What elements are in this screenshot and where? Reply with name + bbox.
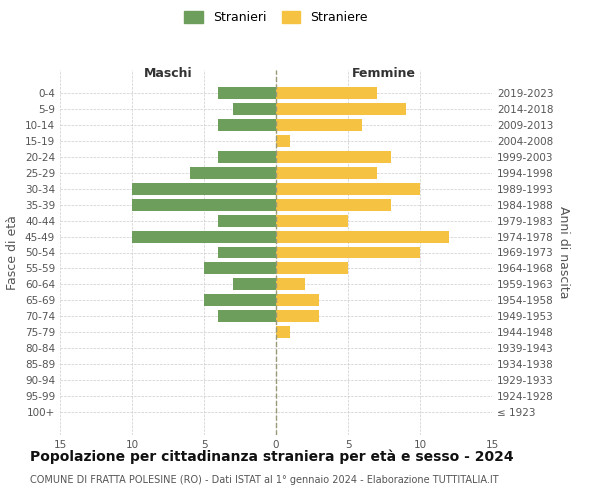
- Y-axis label: Fasce di età: Fasce di età: [7, 215, 19, 290]
- Bar: [276, 230, 449, 242]
- Bar: [276, 118, 362, 130]
- Bar: [218, 246, 276, 258]
- Bar: [276, 86, 377, 99]
- Bar: [276, 246, 420, 258]
- Bar: [218, 214, 276, 226]
- Bar: [218, 310, 276, 322]
- Text: Popolazione per cittadinanza straniera per età e sesso - 2024: Popolazione per cittadinanza straniera p…: [30, 450, 514, 464]
- Bar: [276, 198, 391, 210]
- Bar: [276, 214, 348, 226]
- Bar: [233, 278, 276, 290]
- Bar: [276, 102, 406, 115]
- Bar: [204, 262, 276, 274]
- Bar: [218, 150, 276, 162]
- Y-axis label: Anni di nascita: Anni di nascita: [557, 206, 570, 298]
- Text: Femmine: Femmine: [352, 67, 416, 80]
- Bar: [132, 230, 276, 242]
- Bar: [276, 326, 290, 338]
- Bar: [276, 150, 391, 162]
- Bar: [204, 294, 276, 306]
- Bar: [276, 182, 420, 194]
- Bar: [276, 166, 377, 178]
- Bar: [132, 198, 276, 210]
- Bar: [276, 262, 348, 274]
- Bar: [276, 134, 290, 146]
- Text: COMUNE DI FRATTA POLESINE (RO) - Dati ISTAT al 1° gennaio 2024 - Elaborazione TU: COMUNE DI FRATTA POLESINE (RO) - Dati IS…: [30, 475, 499, 485]
- Bar: [218, 118, 276, 130]
- Legend: Stranieri, Straniere: Stranieri, Straniere: [182, 8, 370, 26]
- Bar: [218, 86, 276, 99]
- Bar: [276, 310, 319, 322]
- Bar: [233, 102, 276, 115]
- Bar: [276, 294, 319, 306]
- Bar: [132, 182, 276, 194]
- Bar: [190, 166, 276, 178]
- Bar: [276, 278, 305, 290]
- Text: Maschi: Maschi: [143, 67, 193, 80]
